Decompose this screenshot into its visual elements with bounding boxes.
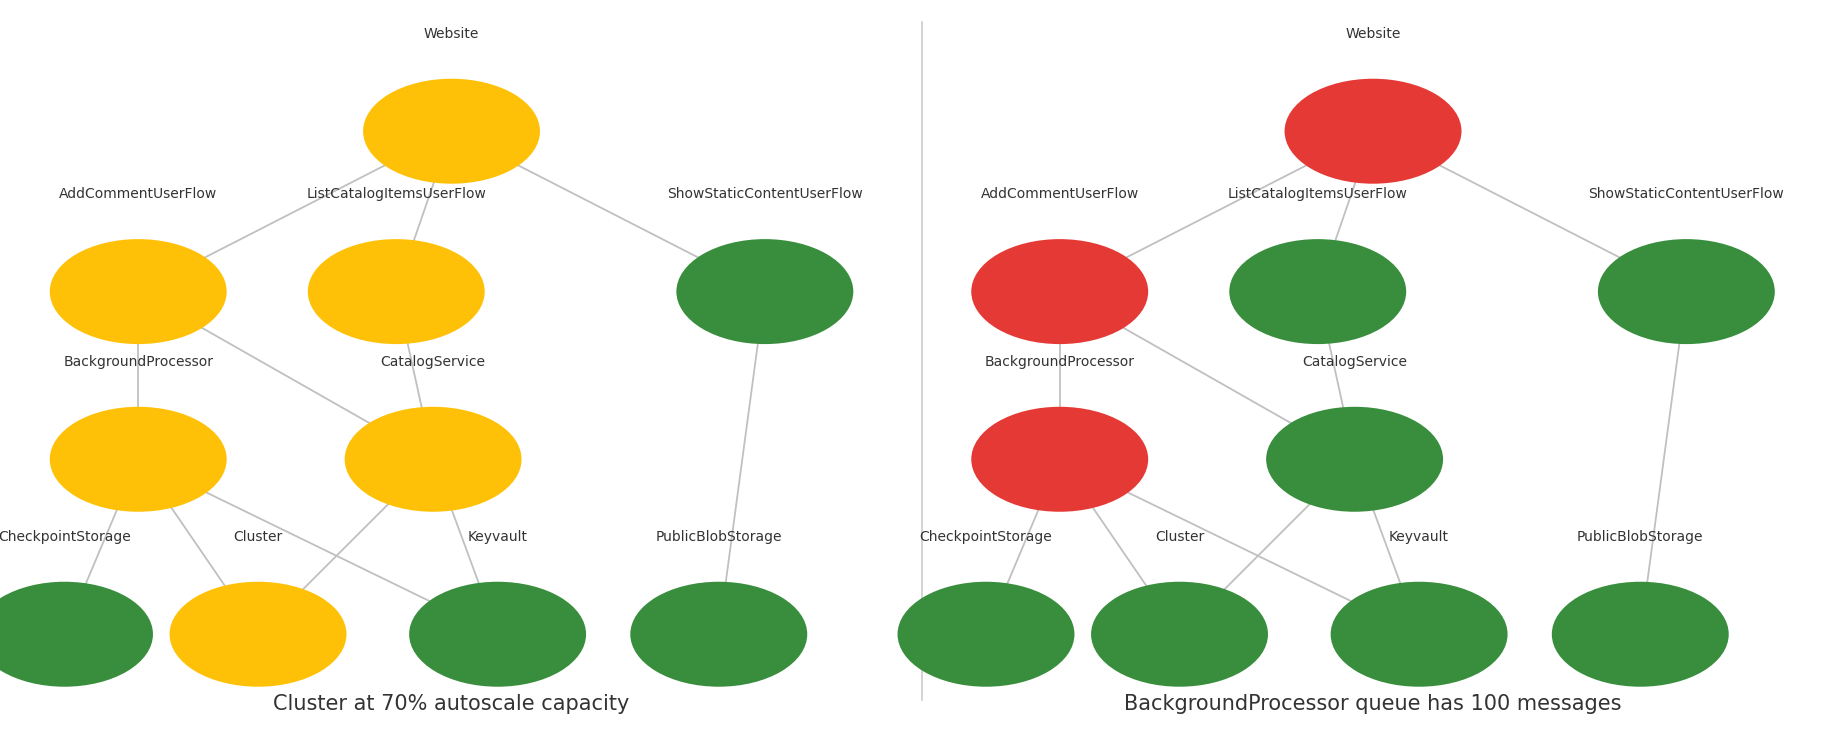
Text: PublicBlobStorage: PublicBlobStorage xyxy=(1578,530,1703,544)
Text: Keyvault: Keyvault xyxy=(1390,530,1449,544)
Text: Keyvault: Keyvault xyxy=(468,530,527,544)
Ellipse shape xyxy=(363,79,540,184)
Ellipse shape xyxy=(1091,582,1268,687)
Ellipse shape xyxy=(345,407,522,512)
Text: ShowStaticContentUserFlow: ShowStaticContentUserFlow xyxy=(667,187,863,201)
Text: ListCatalogItemsUserFlow: ListCatalogItemsUserFlow xyxy=(306,187,487,201)
Ellipse shape xyxy=(1331,582,1508,687)
Text: Cluster at 70% autoscale capacity: Cluster at 70% autoscale capacity xyxy=(273,695,630,714)
Ellipse shape xyxy=(1552,582,1729,687)
Text: CheckpointStorage: CheckpointStorage xyxy=(0,530,131,544)
Text: BackgroundProcessor queue has 100 messages: BackgroundProcessor queue has 100 messag… xyxy=(1124,695,1622,714)
Ellipse shape xyxy=(308,239,485,344)
Ellipse shape xyxy=(50,239,227,344)
Ellipse shape xyxy=(1285,79,1461,184)
Text: CatalogService: CatalogService xyxy=(382,355,485,369)
Text: AddCommentUserFlow: AddCommentUserFlow xyxy=(980,187,1139,201)
Ellipse shape xyxy=(1598,239,1775,344)
Text: BackgroundProcessor: BackgroundProcessor xyxy=(984,355,1135,369)
Ellipse shape xyxy=(898,582,1074,687)
Ellipse shape xyxy=(0,582,153,687)
Ellipse shape xyxy=(1266,407,1443,512)
Ellipse shape xyxy=(409,582,586,687)
Text: Cluster: Cluster xyxy=(234,530,282,544)
Ellipse shape xyxy=(676,239,853,344)
Text: Website: Website xyxy=(1345,27,1401,41)
Ellipse shape xyxy=(50,407,227,512)
Ellipse shape xyxy=(971,239,1148,344)
Text: PublicBlobStorage: PublicBlobStorage xyxy=(656,530,781,544)
Ellipse shape xyxy=(630,582,807,687)
Ellipse shape xyxy=(1229,239,1406,344)
Ellipse shape xyxy=(170,582,346,687)
Text: ListCatalogItemsUserFlow: ListCatalogItemsUserFlow xyxy=(1227,187,1408,201)
Text: Cluster: Cluster xyxy=(1156,530,1203,544)
Text: Website: Website xyxy=(424,27,479,41)
Text: BackgroundProcessor: BackgroundProcessor xyxy=(63,355,214,369)
Text: CheckpointStorage: CheckpointStorage xyxy=(920,530,1052,544)
Ellipse shape xyxy=(971,407,1148,512)
Text: CatalogService: CatalogService xyxy=(1303,355,1406,369)
Text: AddCommentUserFlow: AddCommentUserFlow xyxy=(59,187,217,201)
Text: ShowStaticContentUserFlow: ShowStaticContentUserFlow xyxy=(1589,187,1784,201)
